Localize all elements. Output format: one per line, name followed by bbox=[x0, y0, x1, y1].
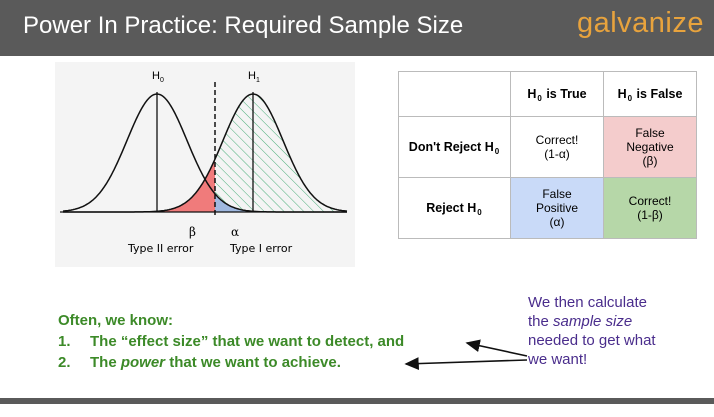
header-bar: Power In Practice: Required Sample Size … bbox=[0, 0, 714, 56]
known-quantities-list: Often, we know: 1. The “effect size” that… bbox=[58, 310, 404, 373]
arrow-to-effect-size bbox=[465, 339, 528, 357]
sample-size-note: We then calculate the sample size needed… bbox=[528, 293, 656, 369]
note-line-3: needed to get what bbox=[528, 332, 656, 349]
alpha-symbol: α bbox=[231, 225, 239, 239]
h0-label: H0 bbox=[152, 70, 164, 84]
type-two-error-label: Type II error bbox=[127, 242, 194, 255]
decision-matrix: H0 is True H0 is False Don't Reject H0 C… bbox=[398, 71, 697, 239]
note-line-4: we want! bbox=[528, 351, 588, 368]
cell-correct-power: Correct! (1-β) bbox=[603, 177, 697, 239]
note-line-2: the sample size bbox=[528, 313, 633, 330]
type-one-error-label: Type I error bbox=[229, 242, 293, 255]
cell-false-negative: False Negative (β) bbox=[603, 116, 697, 178]
matrix-corner-cell bbox=[398, 71, 511, 117]
cell-false-positive: False Positive (α) bbox=[510, 177, 604, 239]
galvanize-logo: galvanize bbox=[576, 7, 704, 39]
beta-symbol: β bbox=[189, 225, 196, 239]
note-line-1: We then calculate bbox=[528, 294, 647, 311]
distribution-curves-svg: H0 H1 β α Type II error Type I error bbox=[60, 70, 348, 255]
list-item-effect-size: 1. The “effect size” that we want to dete… bbox=[58, 333, 405, 350]
power-region bbox=[215, 94, 347, 212]
power-diagram: H0 H1 β α Type II error Type I error bbox=[55, 62, 355, 267]
col-header-h0-true: H0 is True bbox=[510, 71, 604, 117]
row-header-dont-reject: Don't Reject H0 bbox=[398, 116, 511, 178]
list-item-power: 2. The power that we want to achieve. bbox=[58, 354, 341, 371]
slide-title: Power In Practice: Required Sample Size bbox=[23, 12, 464, 39]
h1-label: H1 bbox=[248, 70, 260, 84]
beta-region bbox=[155, 159, 215, 212]
list-intro: Often, we know: bbox=[58, 312, 174, 329]
row-header-reject: Reject H0 bbox=[398, 177, 511, 239]
col-header-h0-false: H0 is False bbox=[603, 71, 697, 117]
arrow-to-power bbox=[404, 357, 528, 370]
footer-bar bbox=[0, 398, 714, 404]
cell-correct-true-negative: Correct! (1-α) bbox=[510, 116, 604, 178]
